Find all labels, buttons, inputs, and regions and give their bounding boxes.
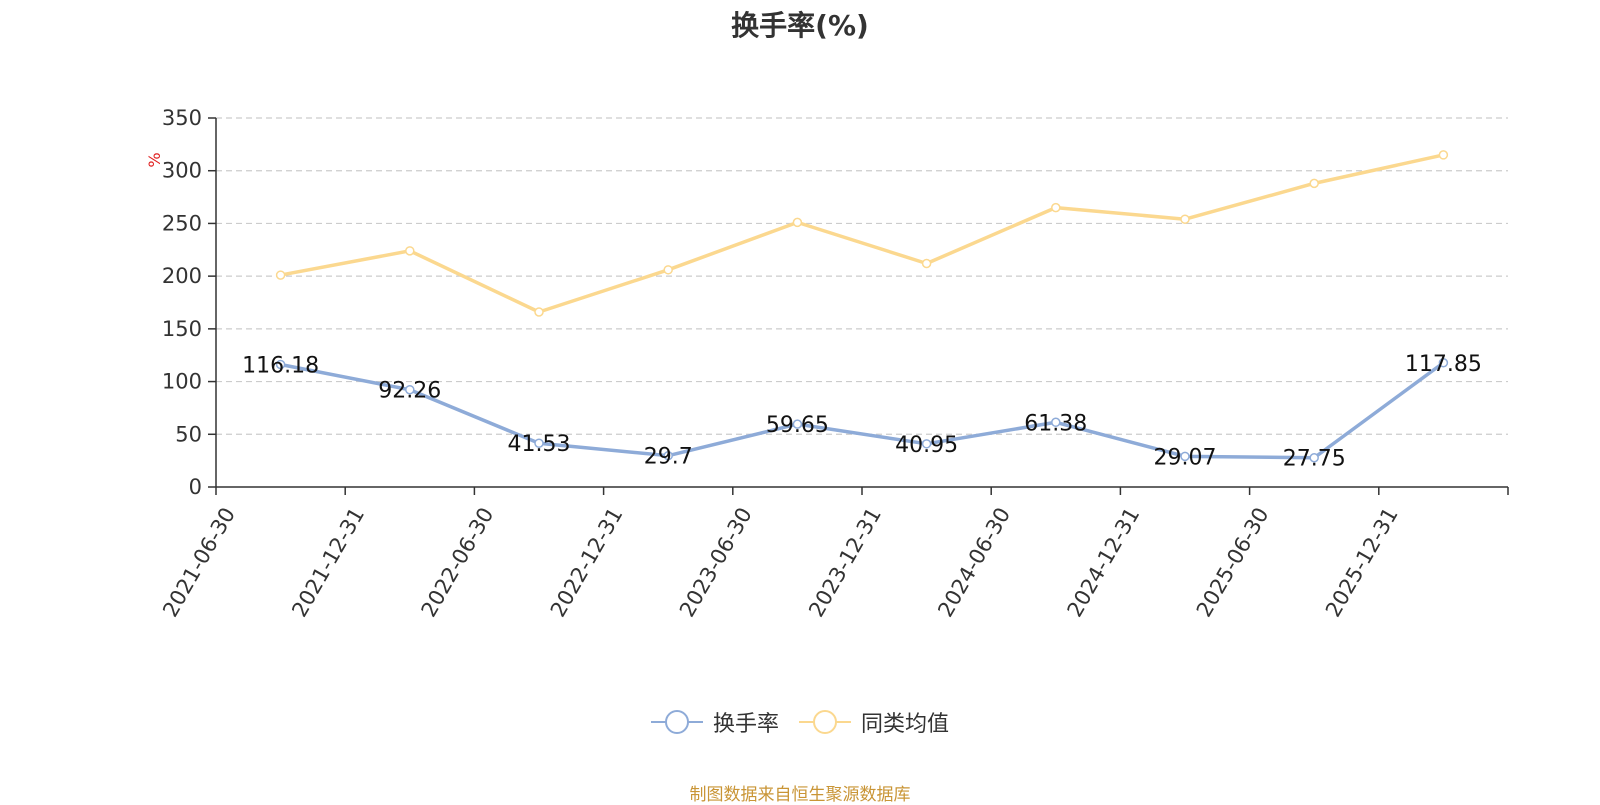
y-tick-label: 350	[162, 106, 202, 130]
legend: 换手率 同类均值	[0, 706, 1600, 738]
data-point-turnover	[663, 450, 673, 461]
y-tick-label: 50	[175, 422, 202, 446]
legend-swatch-peer-average	[799, 709, 851, 735]
grid-lines	[216, 117, 1508, 435]
series	[275, 150, 1449, 463]
x-tick-label: 2023-12-31	[804, 503, 886, 621]
y-tick-label: 100	[162, 370, 202, 394]
data-point-peer-average	[1309, 178, 1319, 189]
data-point-peer-average	[663, 265, 673, 275]
x-tick-label: 2025-06-30	[1192, 503, 1274, 621]
data-label: 59.65	[766, 413, 829, 438]
chart-title: 换手率(%)	[731, 9, 869, 42]
data-label: 29.07	[1154, 445, 1217, 470]
data-point-turnover	[1051, 417, 1061, 428]
x-tick-label: 2023-06-30	[675, 503, 757, 621]
data-label: 27.75	[1283, 447, 1346, 472]
legend-swatch-turnover	[650, 709, 703, 735]
data-point-peer-average	[1180, 214, 1190, 224]
data-point-peer-average	[275, 270, 286, 280]
data-label: 61.38	[1024, 411, 1087, 436]
x-tick-label: 2024-06-30	[933, 503, 1015, 621]
y-tick-label: 300	[162, 159, 202, 183]
legend-label-turnover: 换手率	[712, 712, 779, 737]
y-tick-label: 0	[189, 475, 202, 499]
data-point-peer-average	[921, 258, 932, 269]
axes: 0 50 100 150 200 250 300 350 2021-06-30 2021-12-3…	[158, 106, 1509, 621]
x-tick-label: 2021-06-30	[158, 503, 240, 621]
legend-item-peer-average[interactable]: 同类均值	[799, 706, 949, 738]
data-point-turnover	[1309, 452, 1319, 463]
data-label: 29.7	[644, 445, 693, 470]
data-point-turnover	[534, 438, 544, 448]
x-tick-label: 2025-12-31	[1321, 503, 1403, 621]
data-point-turnover	[275, 359, 286, 370]
x-tick-label: 2022-06-30	[417, 503, 499, 621]
legend-item-turnover[interactable]: 换手率	[650, 706, 779, 738]
data-point-turnover	[1438, 358, 1449, 368]
series-line-peer-average	[280, 153, 1444, 314]
data-point-peer-average	[405, 246, 415, 256]
data-label: 117.85	[1405, 352, 1482, 377]
data-label: 41.53	[508, 432, 571, 457]
x-tick-label: 2024-12-31	[1063, 503, 1145, 621]
data-point-turnover	[921, 439, 932, 449]
data-label: 40.95	[895, 433, 958, 458]
data-labels: 116.18 92.26 41.53 29.7 59.65 40.95 61.38 29.07…	[242, 352, 1482, 472]
data-label: 116.18	[242, 354, 319, 379]
data-point-turnover	[1180, 451, 1190, 462]
y-tick-label: 250	[162, 211, 202, 235]
data-point-peer-average	[792, 217, 803, 228]
y-axis-unit-label: %	[145, 152, 164, 167]
source-note: 制图数据来自恒生聚源数据库	[689, 785, 911, 805]
legend-label-peer-average: 同类均值	[861, 712, 950, 737]
data-label: 92.26	[378, 379, 441, 404]
y-tick-label: 200	[162, 264, 202, 288]
data-point-peer-average	[534, 307, 544, 317]
series-line-turnover	[280, 361, 1445, 460]
data-point-turnover	[405, 384, 415, 395]
x-tick-label: 2021-12-31	[287, 503, 369, 621]
data-point-peer-average	[1438, 150, 1449, 160]
data-point-peer-average	[1051, 202, 1061, 213]
x-tick-label: 2022-12-31	[546, 503, 628, 621]
y-tick-label: 150	[162, 317, 202, 341]
data-point-turnover	[792, 419, 803, 429]
